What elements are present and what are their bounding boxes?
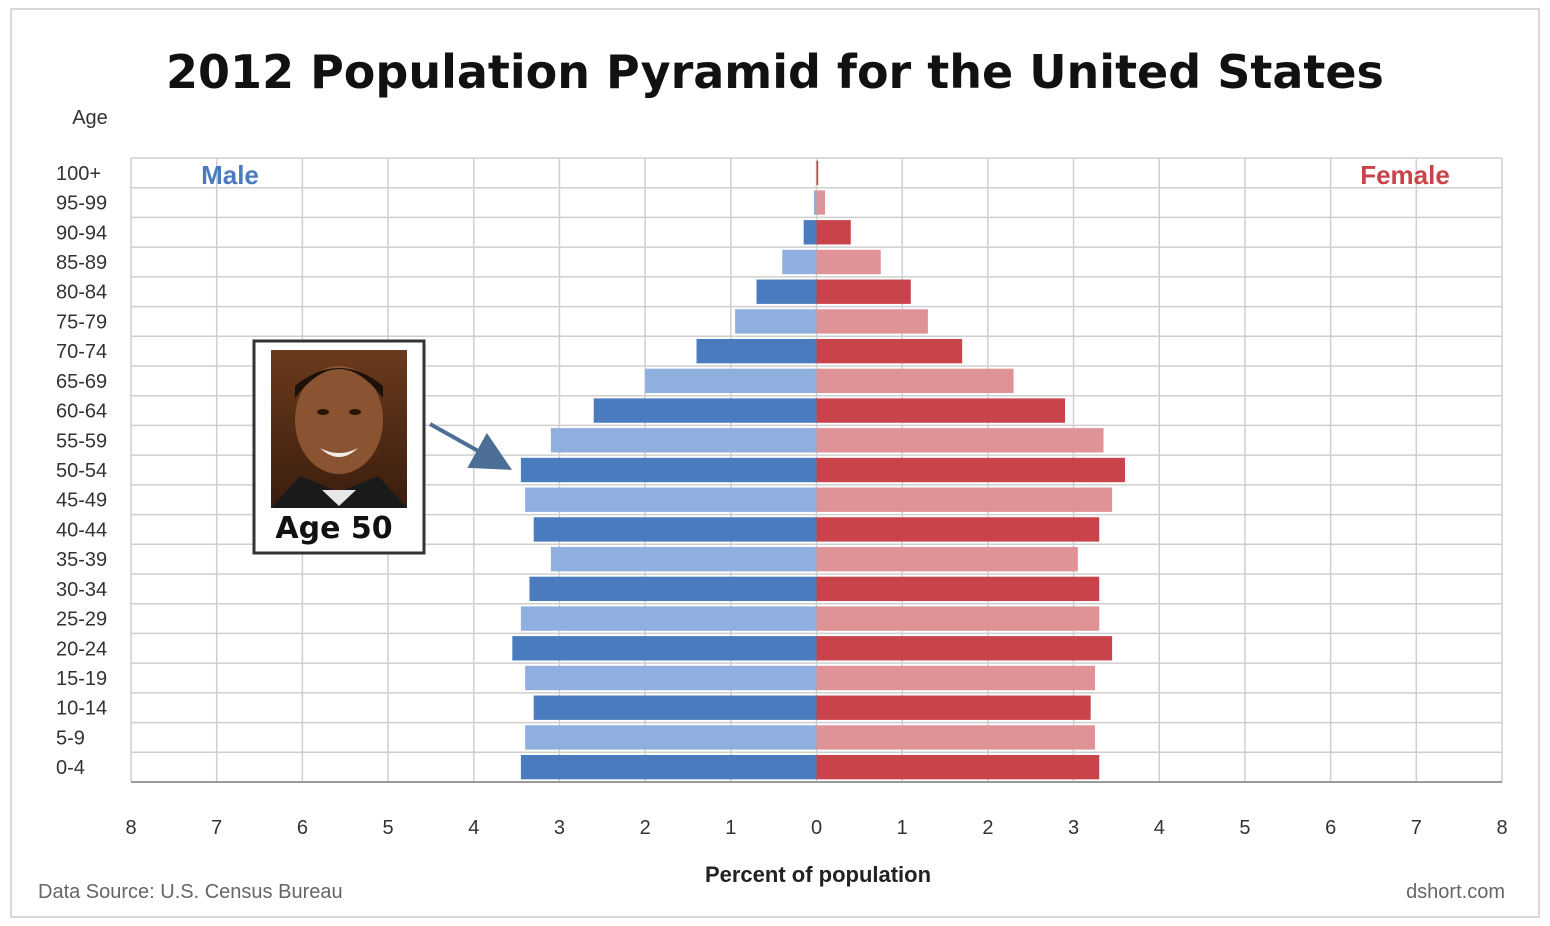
y-tick-label: 75-79 [56, 311, 107, 333]
bar-female-95-99 [816, 190, 826, 215]
portrait-photo [271, 350, 407, 508]
y-tick-label: 15-19 [56, 668, 107, 690]
bar-female-65-69 [816, 368, 1014, 394]
y-tick-label: 60-64 [56, 401, 107, 423]
legend-male: Male [201, 160, 259, 190]
x-tick-label: 8 [125, 817, 136, 839]
y-tick-label: 30-34 [56, 579, 107, 601]
y-tick-label: 90-94 [56, 222, 107, 244]
y-tick-label: 45-49 [56, 490, 107, 512]
y-tick-label: 0-4 [56, 757, 85, 779]
x-tick-label: 5 [383, 817, 394, 839]
bar-male-15-19 [525, 665, 817, 691]
y-tick-labels: 0-4 5-9 10-14 15-19 20-24 25-29 30-34 35-39 40-4… [56, 163, 107, 779]
y-tick-label: 20-24 [56, 638, 107, 660]
x-tick-label: 1 [897, 817, 908, 839]
x-tick-label: 4 [1154, 817, 1165, 839]
x-tick-label: 4 [468, 817, 479, 839]
bar-female-30-34 [816, 576, 1100, 602]
bar-female-25-29 [816, 606, 1100, 631]
bar-male-10-14 [533, 695, 817, 720]
bar-male-85-89 [782, 249, 817, 275]
x-tick-label: 3 [554, 817, 565, 839]
bars [512, 160, 1125, 780]
x-axis-label: Percent of population [705, 862, 931, 887]
bar-female-90-94 [816, 220, 851, 245]
x-tick-label: 7 [1411, 817, 1422, 839]
bar-female-10-14 [816, 695, 1091, 720]
chart-title: 2012 Population Pyramid for the United S… [166, 45, 1384, 99]
bar-male-20-24 [512, 636, 817, 661]
y-tick-label: 100+ [56, 163, 101, 185]
bar-female-55-59 [816, 428, 1104, 453]
bar-female-35-39 [816, 546, 1078, 572]
x-tick-label: 1 [725, 817, 736, 839]
bar-male-55-59 [550, 428, 817, 453]
bar-female-20-24 [816, 636, 1113, 661]
bar-male-35-39 [550, 546, 817, 572]
y-tick-label: 85-89 [56, 252, 107, 274]
x-tick-label: 8 [1496, 817, 1507, 839]
x-tick-label: 7 [211, 817, 222, 839]
bar-female-50-54 [816, 457, 1125, 483]
y-tick-label: 70-74 [56, 341, 107, 363]
bar-male-45-49 [525, 487, 817, 512]
data-source: Data Source: U.S. Census Bureau [38, 881, 343, 903]
y-tick-label: 35-39 [56, 549, 107, 571]
bar-female-40-44 [816, 517, 1100, 542]
bar-male-90-94 [803, 220, 817, 245]
credit: dshort.com [1406, 881, 1505, 903]
bar-male-5-9 [525, 725, 817, 750]
x-tick-label: 5 [1239, 817, 1250, 839]
bar-female-100+ [816, 160, 819, 186]
bar-male-30-34 [529, 576, 817, 602]
y-tick-label: 50-54 [56, 460, 107, 482]
x-tick-label: 3 [1068, 817, 1079, 839]
bar-female-60-64 [816, 398, 1065, 423]
age-50-callout: Age 50 [252, 339, 512, 555]
callout-label: Age 50 [275, 511, 392, 546]
bar-male-60-64 [593, 398, 817, 423]
y-tick-label: 10-14 [56, 698, 107, 720]
bar-male-0-4 [520, 754, 817, 780]
bar-male-40-44 [533, 517, 817, 542]
bar-male-80-84 [756, 279, 817, 304]
bar-male-70-74 [696, 338, 817, 364]
bar-male-95-99 [813, 190, 817, 215]
bar-female-0-4 [816, 754, 1100, 780]
bar-male-75-79 [735, 309, 817, 334]
y-tick-label: 25-29 [56, 609, 107, 631]
bar-female-75-79 [816, 309, 928, 334]
bar-female-70-74 [816, 338, 963, 364]
x-tick-label: 2 [982, 817, 993, 839]
x-tick-label: 6 [297, 817, 308, 839]
bar-female-45-49 [816, 487, 1113, 512]
x-tick-label: 6 [1325, 817, 1336, 839]
x-tick-label: 0 [811, 817, 822, 839]
bar-female-85-89 [816, 249, 881, 275]
y-tick-label: 95-99 [56, 193, 107, 215]
x-tick-label: 2 [640, 817, 651, 839]
callout-arrow [429, 422, 512, 470]
x-tick-labels: 8 7 6 5 4 3 2 1 0 1 2 3 4 5 6 7 8 [125, 817, 1507, 839]
bar-female-15-19 [816, 665, 1095, 691]
legend-female: Female [1360, 160, 1450, 190]
bar-male-25-29 [520, 606, 817, 631]
bar-female-80-84 [816, 279, 911, 304]
y-axis-label: Age [72, 107, 108, 129]
y-tick-label: 55-59 [56, 430, 107, 452]
bar-female-5-9 [816, 725, 1095, 750]
bar-male-50-54 [520, 457, 817, 483]
bar-male-65-69 [645, 368, 817, 394]
y-tick-label: 5-9 [56, 727, 85, 749]
y-tick-label: 80-84 [56, 282, 107, 304]
y-tick-label: 40-44 [56, 519, 107, 541]
y-tick-label: 65-69 [56, 371, 107, 393]
